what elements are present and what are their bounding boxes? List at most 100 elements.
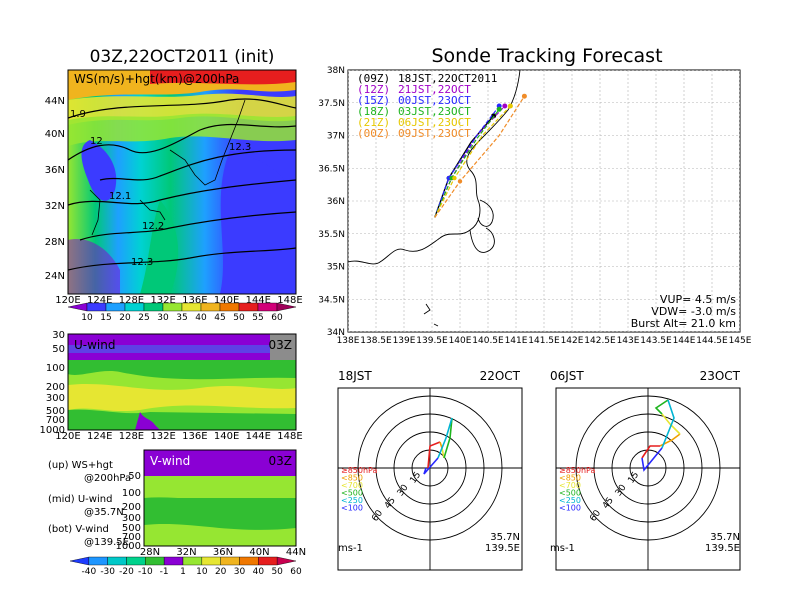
ws-colorbar-swatch [238,302,259,312]
uwind-lon-tick: 132E [150,431,175,442]
uwind-p-tick: 300 [46,393,65,404]
map-lon-tick: 136E [182,295,207,306]
track-legend-jst: 21JST,22OCT [398,83,471,96]
ws-colorbar-swatch [257,302,278,312]
ws-colorbar-tick: 55 [252,313,263,323]
hodograph-trace [654,399,669,415]
track-end-point [507,103,513,109]
map-lat-tick: 36N [45,165,65,176]
map-lat-tick: 44N [45,96,65,107]
uwind-p-tick: 1000 [40,425,65,436]
track-lon-tick: 143.5E [640,336,672,346]
track-end-point [521,93,527,99]
burst-alt-text: Burst Alt= 21.0 km [631,317,736,330]
track-lon-tick: 144E [673,336,696,346]
contour-label: 12.2 [142,221,164,232]
track-lat-tick: 37.5N [318,99,345,109]
hodograph-trace [427,441,441,469]
uwind-p-tick: 30 [52,330,65,341]
track-lat-tick: 36N [327,197,345,207]
legend-note: (mid) U-wind [48,494,112,505]
wind-colorbar-tick: -20 [119,567,134,577]
hodo-left-lon: 139.5E [485,543,520,554]
hodograph-legend-item: <850 [341,474,363,483]
track-lat-tick: 34N [327,328,345,338]
vwind-p-tick: 100 [122,488,141,499]
vwind-p-tick: 500 [122,523,141,534]
track-lon-tick: 143E [617,336,640,346]
right-title: Sonde Tracking Forecast [431,45,662,67]
track-legend-jst: 06JST,23OCT [398,116,471,129]
hodo-right-date: 23OCT [700,369,741,383]
vwind-p-tick: 700 [122,532,141,543]
track-lon-tick: 139E [393,336,416,346]
hodo-left-unit: ms-1 [338,543,363,554]
wind-colorbar-tick: 1 [180,567,186,577]
track-legend-z: (09Z) [357,72,390,85]
ws-colorbar-tick: 20 [119,313,131,323]
wind-colorbar-swatch [220,556,240,566]
map-lat-tick: 40N [45,129,65,140]
track-lon-tick: 145E [729,336,752,346]
ws-colorbar-swatch [200,302,221,312]
track-legend-jst: 18JST,22OCT2011 [398,72,497,85]
map-lon-tick: 140E [214,295,239,306]
wind-colorbar-swatch [145,556,165,566]
contour-label: 12.3 [229,142,251,153]
hodo-right-unit: ms-1 [550,543,575,554]
hodograph-trace [437,417,453,459]
uwind-label: U-wind [74,338,115,352]
wind-colorbar-tick: -40 [81,567,96,577]
wind-colorbar-swatch [276,556,297,566]
hodograph-legend-item: <250 [559,496,581,505]
vwind-label: V-wind [150,454,190,468]
vwind-lat-tick: 32N [176,547,196,558]
uwind-panel [68,334,296,430]
ws-colorbar-swatch [143,302,164,312]
vwind-lat-tick: 28N [140,547,160,558]
track-legend-jst: 00JST,23OCT [398,94,471,107]
uwind-lon-tick: 144E [246,431,271,442]
hodograph-trace [661,399,675,449]
ws-colorbar-swatch [276,302,297,312]
legend-note: (bot) V-wind [48,524,109,535]
track-mid-point [457,179,463,184]
track-lon-tick: 142.5E [584,336,616,346]
track-panel: 38N 37.5N 37N 36.5N 36N 35.5N 35N 34.5N 34N 138E… [318,66,752,346]
legend-note: @200hPa [84,473,131,484]
wind-colorbar-swatch [107,556,127,566]
wind-colorbar-swatch [163,556,184,566]
wind-colorbar-tick: -30 [100,567,115,577]
wind-colorbar-tick: -1 [160,567,169,577]
uwind-frame [67,333,297,431]
legend-note: @35.7N [84,507,124,518]
hodo-left-lat: 35.7N [490,532,520,543]
uwind-lon-tick: 148E [277,431,302,442]
hodograph-trace [661,413,681,435]
ws-colorbar-swatch [219,302,240,312]
ws-colorbar-tick: 35 [176,313,187,323]
ws-colorbar-tick: 60 [271,313,283,323]
ws-colorbar-swatch [162,302,183,312]
uwind-time: 03Z [269,338,293,352]
map-lat-tick: 28N [45,237,65,248]
wind-colorbar-swatch [126,556,146,566]
legend-notes: (up) WS+hgt @200hPa (mid) U-wind @35.7N … [48,460,131,548]
hodograph-legend-item: <250 [341,496,363,505]
vwind-p-tick: 1000 [116,541,141,552]
hodograph-legend-item: <700 [341,481,363,490]
ws-colorbar-tick: 45 [214,313,225,323]
track-legend-z: (15Z) [357,94,390,107]
ws-colorbar-tick: 40 [195,313,207,323]
track-lat-tick: 38N [327,66,345,76]
wind-colorbar-tick: 10 [196,567,208,577]
contour-label: 12 [90,136,103,147]
track-lat-tick: 37N [327,132,345,142]
hodograph-trace [423,457,439,475]
ws-colorbar-swatch [105,302,126,312]
map-lon-tick: 124E [87,295,112,306]
track-lon-tick: 140E [449,336,472,346]
wind-colorbar-swatch [258,556,278,566]
